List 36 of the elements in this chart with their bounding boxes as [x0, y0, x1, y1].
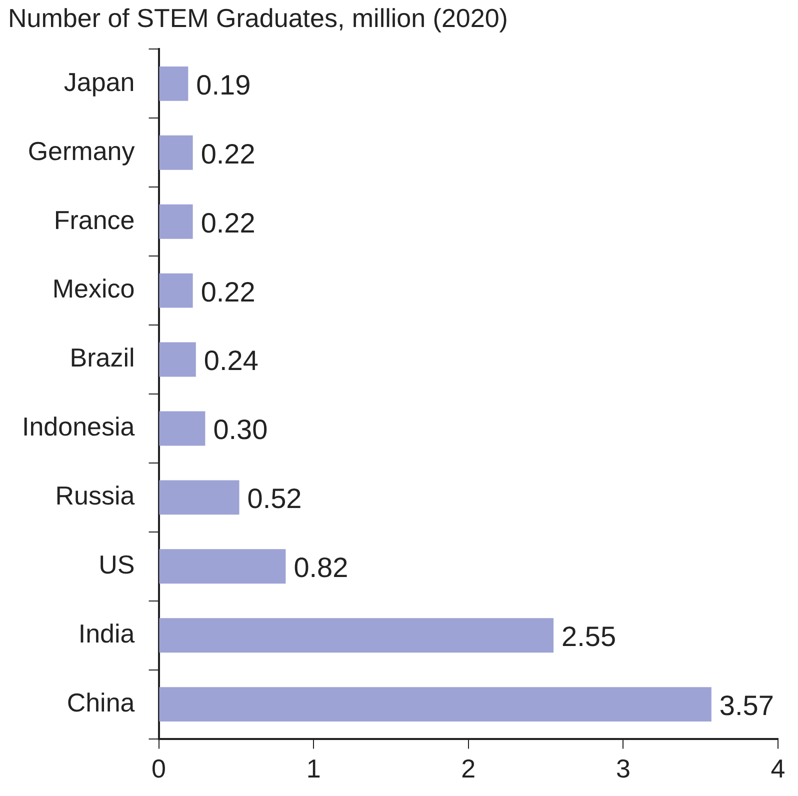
data-label: 0.19: [196, 69, 251, 100]
bar: [159, 204, 193, 239]
bar: [159, 480, 240, 515]
bar: [159, 66, 188, 101]
y-tick-label: US: [98, 550, 135, 580]
data-label: 3.57: [719, 690, 774, 722]
bar: [159, 342, 196, 377]
y-tick-label: Japan: [64, 66, 135, 97]
y-tick-label: China: [66, 687, 136, 718]
bar: [159, 618, 554, 653]
y-tick-label: France: [54, 204, 135, 235]
y-tick-label: Brazil: [70, 342, 135, 373]
x-tick-label: 0: [152, 754, 166, 784]
y-tick-label: Indonesia: [22, 412, 136, 442]
data-label: 2.55: [562, 621, 616, 652]
data-label: 0.82: [294, 552, 348, 584]
y-tick-label: Mexico: [52, 274, 135, 304]
bar: [159, 687, 712, 722]
bar: [159, 135, 193, 170]
data-label: 0.52: [247, 483, 302, 514]
y-tick-label: India: [78, 618, 136, 649]
x-tick-label: 4: [770, 754, 786, 784]
data-label: 0.22: [200, 276, 256, 308]
y-tick-label: Russia: [55, 480, 136, 511]
bar: [159, 549, 286, 584]
data-label: 0.22: [200, 207, 256, 238]
chart-title: Number of STEM Graduates, million (2020): [8, 2, 508, 33]
x-tick-label: 1: [306, 754, 321, 784]
bar: [159, 411, 206, 446]
y-tick-label: Germany: [28, 136, 135, 166]
data-label: 0.30: [213, 414, 268, 446]
x-tick-label: 2: [461, 754, 476, 784]
bar: [159, 273, 193, 308]
x-tick-label: 3: [616, 754, 630, 784]
data-label: 0.24: [204, 345, 258, 376]
data-label: 0.22: [200, 138, 256, 170]
